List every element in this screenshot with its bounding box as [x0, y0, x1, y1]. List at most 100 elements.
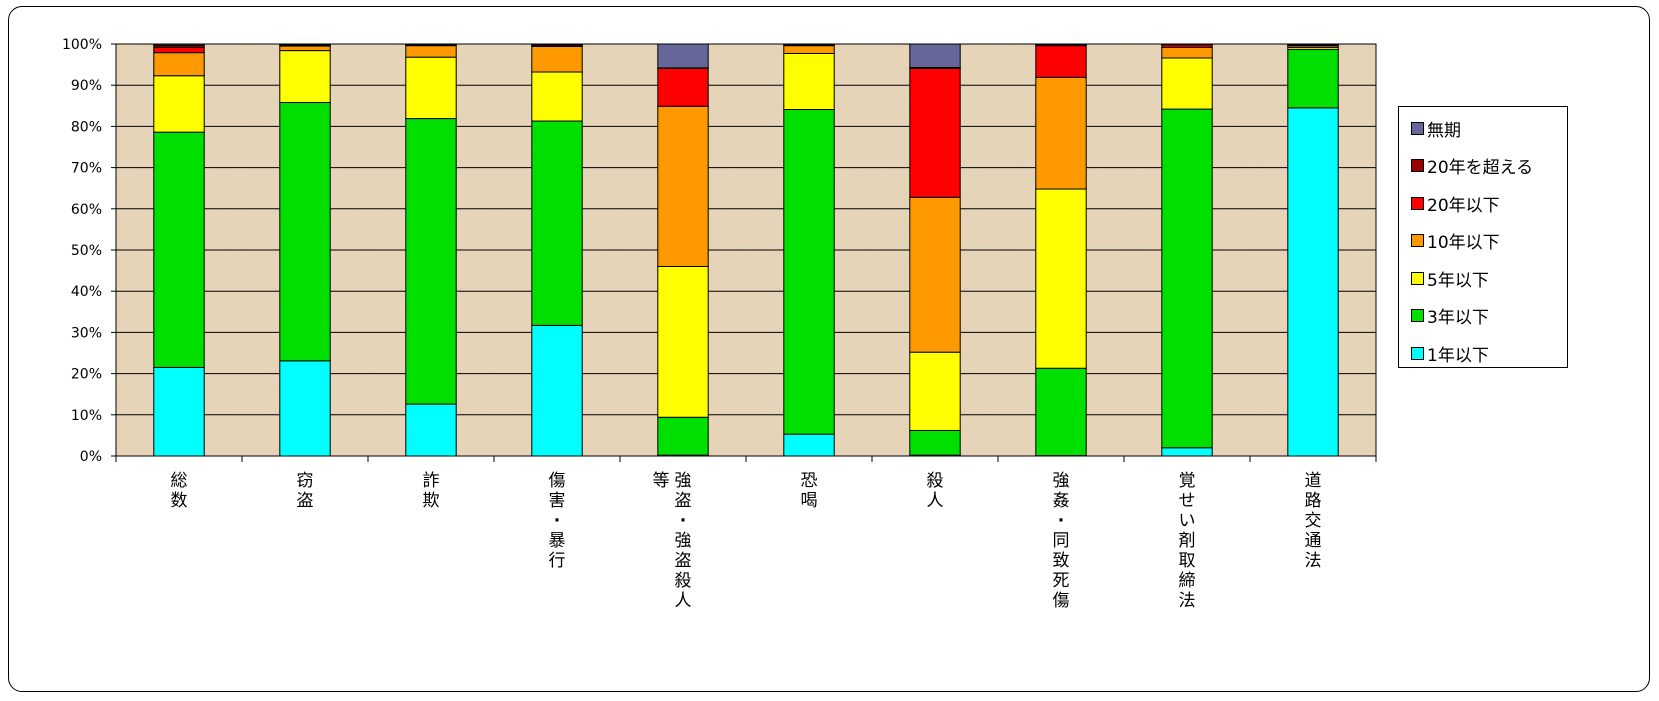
legend-label: 1年以下	[1427, 345, 1489, 366]
legend-swatch	[1411, 234, 1424, 247]
legend-swatch	[1411, 196, 1424, 210]
bar-segment	[1161, 447, 1213, 457]
x-category-char: 法	[1305, 551, 1322, 571]
x-category-char: 強	[1053, 471, 1070, 491]
bar-segment	[279, 360, 331, 457]
x-category-char: 同	[1053, 531, 1070, 551]
bar-segment	[657, 43, 709, 69]
bar-segment	[153, 366, 205, 457]
x-category-char: 道	[1305, 471, 1322, 491]
bar-segment	[783, 433, 835, 457]
bar-segment	[1035, 188, 1087, 369]
x-category-char: 数	[171, 491, 188, 511]
x-category-char: 交	[1305, 511, 1322, 531]
bars	[153, 43, 1339, 457]
x-category-char: 法	[1179, 591, 1196, 611]
legend-swatch	[1411, 309, 1424, 322]
legend-label: 3年以下	[1427, 308, 1489, 328]
x-category-char: 殺	[927, 471, 944, 491]
bar-segment	[657, 416, 709, 456]
x-category-char: 窃	[297, 471, 314, 491]
x-category-label: 殺人	[927, 471, 944, 511]
x-category-char: 総	[171, 471, 188, 491]
bar-segment	[405, 45, 457, 58]
bar-segment	[153, 75, 205, 133]
x-category-char: 恐	[801, 471, 818, 491]
x-category-char: ·	[680, 511, 686, 531]
legend-label: 無期	[1427, 120, 1461, 141]
y-axis: 0% 10% 20% 30% 40% 50% 60% 70% 80% 90% 100%	[62, 37, 1377, 465]
x-category-char: ·	[1058, 511, 1064, 531]
x-category-char: 強	[675, 471, 692, 491]
x-category-char: 人	[675, 591, 692, 611]
y-tick-label: 70%	[71, 161, 102, 177]
x-category-char: 詐	[423, 471, 440, 491]
bar-segment	[531, 71, 583, 122]
x-category-char: 路	[1305, 491, 1322, 511]
x-category-char: 死	[1053, 571, 1070, 591]
x-category-char: 傷	[1053, 591, 1070, 611]
x-category-label: 詐欺	[423, 471, 440, 511]
y-tick-label: 60%	[71, 202, 102, 218]
legend-item: 無期	[1411, 117, 1461, 141]
bar-segment	[405, 118, 457, 405]
legend-label: 20年を超える	[1427, 158, 1534, 178]
x-category-char: 傷	[549, 471, 566, 491]
x-category-char: 欺	[423, 491, 440, 511]
y-tick-label: 90%	[71, 78, 102, 94]
bar-segment	[279, 102, 331, 362]
x-category-char: 喝	[801, 491, 818, 511]
legend-swatch	[1411, 271, 1424, 285]
x-category-char: い	[1179, 511, 1196, 531]
x-category-char: 致	[1053, 551, 1070, 571]
x-category-char: 盗	[297, 491, 314, 511]
y-tick-label: 80%	[71, 119, 102, 135]
legend-swatch	[1411, 121, 1424, 135]
bar-segment	[1161, 46, 1213, 59]
y-tick-label: 100%	[62, 37, 102, 53]
x-category-char: 剤	[1179, 531, 1196, 551]
bar-segment	[405, 403, 457, 457]
bar-segment	[531, 120, 583, 326]
y-tick-label: 40%	[71, 284, 102, 300]
bar-segment	[1287, 107, 1339, 457]
x-category-char: 取	[1179, 551, 1196, 571]
y-tick-label: 0%	[80, 449, 102, 465]
bar-segment	[153, 131, 205, 368]
bar-segment	[1035, 76, 1087, 190]
bar-segment	[279, 45, 331, 52]
legend-label: 5年以下	[1427, 270, 1489, 291]
x-category-label: 恐喝	[801, 471, 818, 511]
legend-item: 20年以下	[1411, 192, 1500, 216]
legend: 無期 20年を超える 20年以下 10年以下 5年以下 3年以下 1年以下	[1398, 106, 1568, 368]
x-category-char: 盗	[675, 551, 692, 571]
bar-segment	[1035, 367, 1087, 457]
x-category-label: 傷害·暴行	[549, 471, 566, 571]
bar-segment	[657, 265, 709, 418]
bar-segment	[657, 67, 709, 107]
x-category-label: 窃盗	[297, 471, 314, 511]
bar-segment	[531, 45, 583, 73]
y-tick-label: 50%	[71, 243, 102, 259]
x-category-char: 姦	[1053, 491, 1070, 511]
x-category-label: 総数	[171, 471, 188, 511]
bar-segment	[153, 52, 205, 77]
bar-segment	[1035, 45, 1087, 78]
bar-segment	[405, 56, 457, 120]
y-tick-label: 20%	[71, 367, 102, 383]
x-category-char: 締	[1179, 571, 1196, 591]
bar-segment	[909, 196, 961, 353]
x-category-char: 通	[1305, 531, 1322, 551]
legend-item: 10年以下	[1411, 230, 1500, 253]
bar-segment	[783, 52, 835, 111]
bar-segment	[909, 429, 961, 456]
legend-label: 10年以下	[1427, 233, 1500, 253]
bar-segment	[909, 43, 961, 68]
bar-segment	[1287, 48, 1339, 109]
x-category-char: 害	[549, 491, 566, 511]
